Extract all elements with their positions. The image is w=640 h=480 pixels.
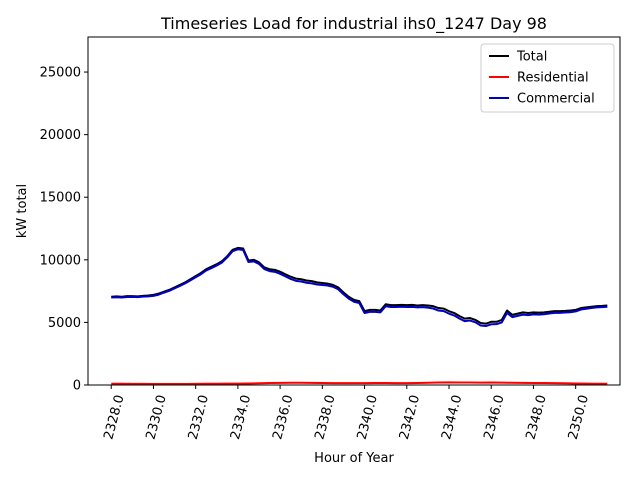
legend: Total Residential Commercial bbox=[480, 43, 615, 113]
legend-box bbox=[480, 43, 615, 113]
x-tick-label: 2350.0 bbox=[566, 393, 592, 441]
legend-label-residential: Residential bbox=[517, 71, 589, 86]
x-tick-label: 2328.0 bbox=[101, 393, 127, 441]
x-tick-label: 2334.0 bbox=[228, 393, 254, 441]
y-axis: 0 5000 10000 15000 20000 25000 bbox=[40, 66, 88, 394]
y-tick-label: 25000 bbox=[40, 66, 81, 81]
y-tick-label: 15000 bbox=[40, 191, 81, 206]
axes-frame bbox=[87, 36, 621, 386]
x-tick-label: 2342.0 bbox=[397, 393, 423, 441]
chart-title: Timeseries Load for industrial ihs0_1247… bbox=[160, 14, 547, 34]
plot-lines bbox=[111, 246, 608, 385]
y-tick-label: 10000 bbox=[40, 253, 81, 268]
series-line-residential bbox=[111, 381, 608, 385]
y-tick-label: 20000 bbox=[40, 128, 81, 143]
y-axis-label: kW total bbox=[15, 184, 30, 238]
y-tick-label: 5000 bbox=[48, 316, 81, 331]
series-line-commercial bbox=[111, 248, 608, 328]
legend-label-total: Total bbox=[516, 50, 547, 65]
x-axis-label: Hour of Year bbox=[314, 451, 394, 466]
x-tick-label: 2340.0 bbox=[355, 393, 381, 441]
x-tick-label: 2330.0 bbox=[144, 393, 170, 441]
x-tick-label: 2336.0 bbox=[270, 393, 296, 441]
series-line-total bbox=[111, 246, 608, 325]
x-tick-label: 2344.0 bbox=[439, 393, 465, 441]
y-tick-label: 0 bbox=[73, 379, 81, 394]
x-axis: 2328.0 2330.0 2332.0 2334.0 2336.0 2338.0 2340… bbox=[101, 385, 592, 441]
x-tick-label: 2332.0 bbox=[186, 393, 212, 441]
x-tick-label: 2346.0 bbox=[481, 393, 507, 441]
legend-label-commercial: Commercial bbox=[517, 92, 595, 107]
x-tick-label: 2348.0 bbox=[524, 393, 550, 441]
x-tick-label: 2338.0 bbox=[312, 393, 338, 441]
